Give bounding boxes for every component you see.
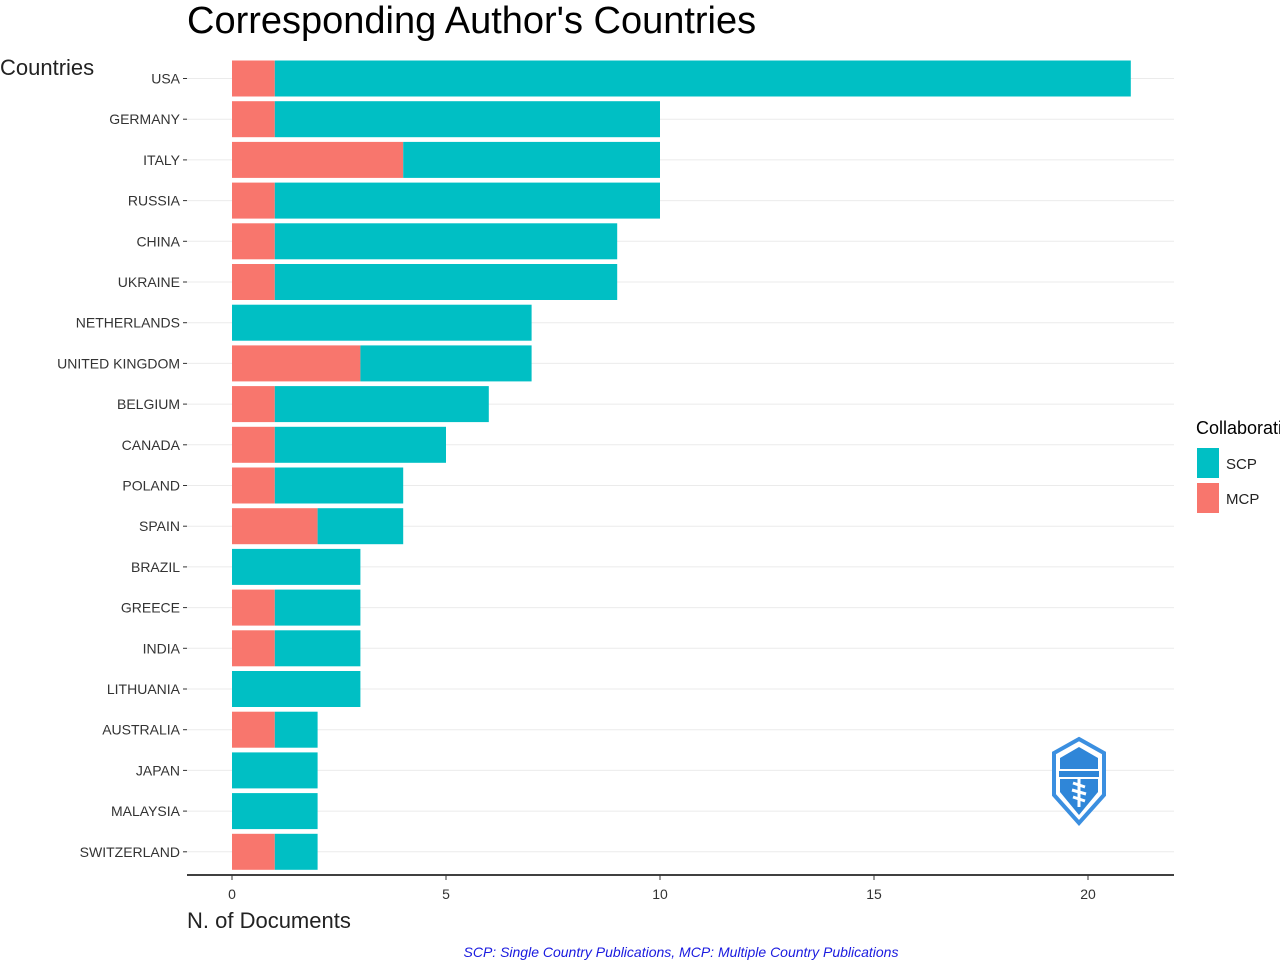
axes: USA GERMANY ITALY RUSSIA CHINA UKRAINE NETHERL…: [57, 71, 1174, 902]
bar-china-mcp: [232, 223, 275, 260]
x-tick-label-20: 20: [1080, 886, 1096, 902]
bar-greece-mcp: [232, 589, 275, 626]
legend-swatch-mcp: [1197, 483, 1219, 513]
bar-brazil-scp: [232, 548, 361, 585]
bar-russia-scp: [274, 182, 660, 219]
y-tick-label-ukraine: UKRAINE: [118, 274, 180, 290]
bars: [232, 60, 1131, 870]
y-tick-label-china: CHINA: [136, 233, 180, 249]
legend-title: Collaboration: [1196, 418, 1280, 438]
bar-belgium-scp: [274, 386, 489, 423]
bibliometrix-logo: [1052, 736, 1106, 827]
x-tick-label-15: 15: [866, 886, 882, 902]
bar-usa-scp: [274, 60, 1131, 97]
y-tick-label-germany: GERMANY: [109, 111, 180, 127]
legend-swatch-scp: [1197, 448, 1219, 478]
bar-china-scp: [274, 223, 618, 260]
bar-canada-scp: [274, 426, 446, 463]
y-tick-label-canada: CANADA: [122, 437, 181, 453]
y-tick-label-brazil: BRAZIL: [131, 559, 180, 575]
y-tick-label-netherlands: NETHERLANDS: [76, 315, 180, 331]
caption: SCP: Single Country Publications, MCP: M…: [464, 944, 899, 960]
bar-greece-scp: [274, 589, 361, 626]
bar-ukraine-scp: [274, 264, 618, 300]
y-tick-label-japan: JAPAN: [136, 762, 180, 778]
bar-poland-mcp: [232, 467, 275, 504]
y-tick-label-australia: AUSTRALIA: [102, 722, 180, 738]
y-tick-label-poland: POLAND: [122, 478, 180, 494]
bar-united-kingdom-mcp: [232, 345, 361, 382]
bar-germany-mcp: [232, 101, 275, 138]
y-tick-label-russia: RUSSIA: [128, 193, 181, 209]
bar-lithuania-scp: [232, 671, 361, 707]
bar-switzerland-mcp: [232, 833, 275, 870]
bar-italy-scp: [403, 141, 660, 178]
bar-india-scp: [274, 630, 361, 667]
x-tick-label-0: 0: [228, 886, 236, 902]
bar-switzerland-scp: [274, 833, 318, 870]
y-tick-label-belgium: BELGIUM: [117, 396, 180, 412]
bar-japan-scp: [232, 752, 318, 789]
bar-poland-scp: [274, 467, 404, 504]
bar-india-mcp: [232, 630, 275, 667]
bar-united-kingdom-scp: [360, 345, 532, 382]
bar-spain-mcp: [232, 508, 318, 545]
chart-title: Corresponding Author's Countries: [187, 0, 756, 42]
y-tick-label-lithuania: LITHUANIA: [107, 681, 181, 697]
bar-italy-mcp: [232, 141, 404, 178]
y-axis-label: Countries: [0, 55, 94, 80]
y-tick-label-greece: GREECE: [121, 600, 180, 616]
y-tick-label-usa: USA: [151, 71, 180, 87]
y-tick-label-malaysia: MALAYSIA: [111, 803, 181, 819]
y-tick-label-india: INDIA: [143, 640, 181, 656]
bar-germany-scp: [274, 101, 660, 138]
bar-ukraine-mcp: [232, 264, 275, 300]
legend-label-scp: SCP: [1226, 456, 1257, 473]
bar-russia-mcp: [232, 182, 275, 219]
y-tick-label-italy: ITALY: [143, 152, 180, 168]
bar-usa-mcp: [232, 60, 275, 97]
bar-netherlands-scp: [232, 304, 532, 341]
legend: Collaboration SCP MCP: [1196, 418, 1280, 513]
bar-australia-mcp: [232, 711, 275, 748]
y-tick-label-spain: SPAIN: [139, 518, 180, 534]
x-axis-label: N. of Documents: [187, 908, 351, 933]
x-tick-label-10: 10: [652, 886, 668, 902]
x-tick-label-5: 5: [442, 886, 450, 902]
bar-belgium-mcp: [232, 386, 275, 423]
bar-australia-scp: [274, 711, 318, 748]
bar-spain-scp: [317, 508, 404, 545]
y-tick-label-switzerland: SWITZERLAND: [80, 844, 180, 860]
y-tick-label-united-kingdom: UNITED KINGDOM: [57, 355, 180, 371]
bar-malaysia-scp: [232, 793, 318, 830]
legend-label-mcp: MCP: [1226, 491, 1259, 508]
bar-canada-mcp: [232, 426, 275, 463]
